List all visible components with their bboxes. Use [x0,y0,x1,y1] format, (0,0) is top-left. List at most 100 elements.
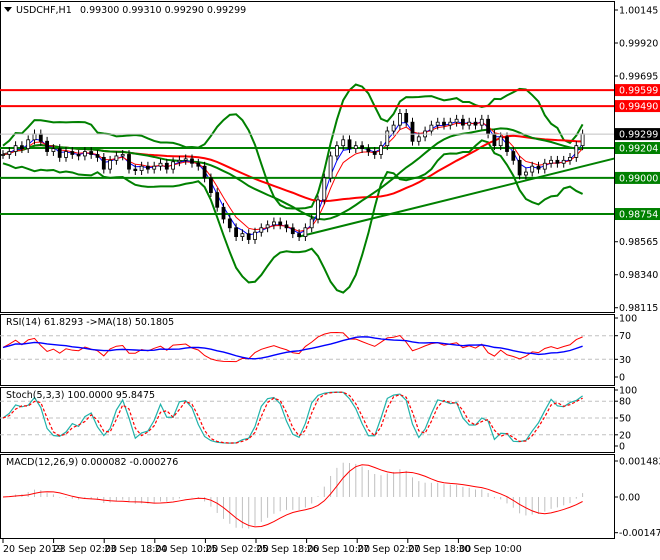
candle [51,148,56,152]
candle [246,233,251,240]
y-tick-label: 0.98340 [619,270,658,281]
candle [498,136,503,147]
candle [45,140,49,152]
candle [360,145,365,150]
candle [568,156,572,161]
candle [555,159,560,164]
rsi-tick-label: 100 [619,314,637,325]
x-tick-label: 25 Sep 02:00 [205,544,268,555]
candle [19,145,24,150]
candle [215,192,220,208]
candle [372,151,377,155]
x-tick-label: 27 Sep 18:00 [408,544,471,555]
candle [114,155,119,161]
current-price-label: 0.99299 [619,130,658,141]
price-label: 0.99599 [619,86,658,97]
candle [574,145,579,158]
stoch-label: Stoch(5,3,3) 100.0000 95.8475 [6,390,155,401]
candle [322,177,327,201]
y-tick-label: 1.00145 [619,6,658,17]
candle [549,159,553,164]
candle [505,136,509,152]
rsi-tick-label: 0 [619,373,625,384]
candle [542,162,547,170]
candle [221,206,226,220]
candle [454,118,459,123]
candle [57,148,62,158]
candle [208,177,213,194]
candle [473,121,478,126]
candle [530,165,535,173]
rsi-line [2,332,583,363]
panel-main [0,1,615,313]
candle [145,165,150,170]
candle [265,224,270,229]
candle [171,161,176,170]
candle [253,231,257,240]
x-tick-label: 30 Sep 10:00 [458,544,521,555]
candle [158,162,163,167]
y-tick-label: 0.98565 [619,237,658,248]
candle [442,121,446,126]
x-tick-label: 27 Sep 02:00 [357,544,420,555]
macd-tick-label: 0.00 [619,493,640,504]
x-tick-label: 25 Sep 18:00 [256,544,319,555]
stoch-tick-label: 50 [619,414,631,425]
candle [7,151,12,155]
trendline [298,157,615,238]
panel-sto [0,387,615,453]
candle [70,151,75,155]
ma-mid [2,127,583,221]
price-label-bg [615,142,660,155]
candle [334,145,339,157]
stoch-tick-label: 0 [619,442,625,453]
candle [227,218,232,229]
price-label: 0.99490 [619,102,658,113]
candle [467,121,472,126]
y-tick-label: 0.99920 [619,39,658,50]
candle [385,130,390,147]
candle [353,145,358,150]
candle [183,158,188,161]
x-tick-label: 24 Sep 10:00 [155,544,218,555]
candle [524,171,528,176]
candle [397,113,402,126]
bollinger-lower [2,139,584,294]
price-label: 0.99204 [619,144,658,155]
candle [177,159,182,163]
candle [196,162,201,167]
x-tick-label: 20 Sep 2019 [3,544,63,555]
candle [536,165,541,170]
x-tick-label: 23 Sep 02:00 [54,544,117,555]
candle [511,151,516,161]
stoch-tick-label: 100 [619,386,637,397]
candle [492,133,497,147]
price-label-bg [615,208,660,221]
rsi-tick-label: 70 [619,331,631,342]
candle [309,218,314,229]
candle [127,154,131,170]
candle [448,121,453,126]
ohlc-values: 0.99300 0.99310 0.99290 0.99299 [80,5,246,16]
candle [290,227,295,235]
candle [38,133,43,142]
candle [83,151,87,157]
candle [278,221,283,226]
candle [479,118,484,126]
candle [366,148,371,152]
candle [416,136,421,142]
candle [240,233,245,238]
candle [316,199,320,220]
candle [1,154,5,156]
candle [429,124,434,132]
candle [164,162,169,170]
candle [328,155,333,179]
price-label-bg [615,84,660,97]
symbol-label: USDCHF,H1 [16,5,72,16]
candle [259,227,264,233]
candle [120,154,125,157]
current-price-bg [615,128,660,141]
candle [517,159,522,176]
rsi-ma-line [2,336,583,360]
